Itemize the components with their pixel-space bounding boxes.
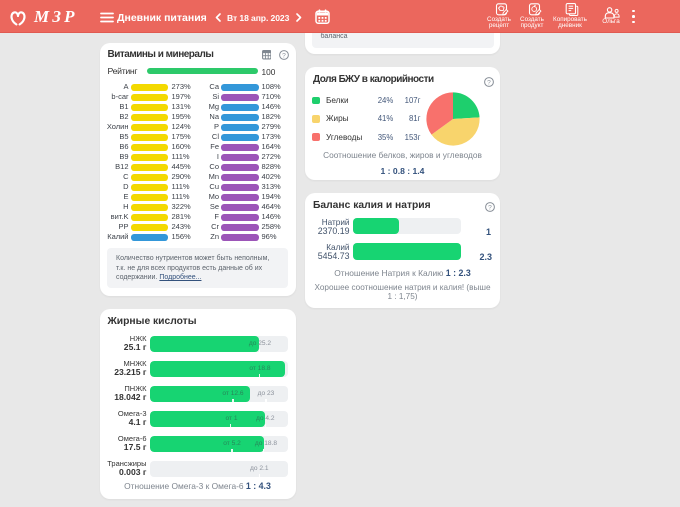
- svg-text:?: ?: [282, 52, 286, 59]
- svg-text:?: ?: [487, 79, 491, 86]
- svg-text:?: ?: [488, 204, 492, 211]
